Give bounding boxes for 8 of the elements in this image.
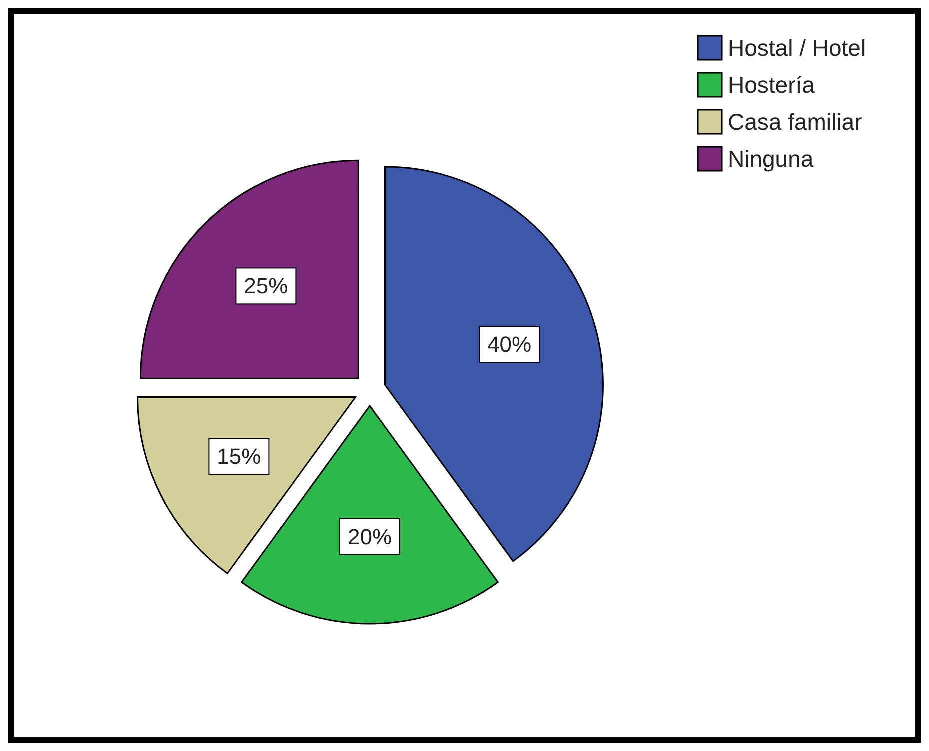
legend-label: Ninguna <box>728 146 814 172</box>
data-label: 15% <box>217 444 262 470</box>
legend-label: Casa familiar <box>728 109 863 135</box>
legend-label: Hostería <box>728 72 816 98</box>
data-label: 25% <box>244 274 288 299</box>
data-label: 20% <box>348 524 392 550</box>
data-label: 40% <box>488 332 532 358</box>
legend-label: Hostal / Hotel <box>728 35 866 61</box>
